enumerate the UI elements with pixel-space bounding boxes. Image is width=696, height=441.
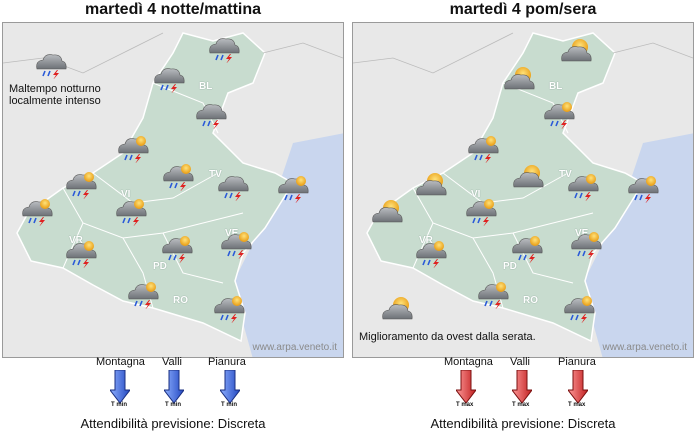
legend-valli: Valli [510,356,530,368]
sun-cloud-rain-lightning-icon [277,176,309,203]
legend-montagna: Montagna [444,356,493,368]
province-label: TV [209,169,222,180]
province-label: VR [419,235,433,246]
legend-montagna: Montagna [96,356,145,368]
sun-cloud-rain-lightning-icon [162,164,194,191]
tmin-label: T min [111,402,127,408]
province-label: VI [121,189,131,200]
sun-cloud-icon [416,172,447,196]
panel-title: martedì 4 pom/sera [449,1,597,18]
cloud-rain-lightning-icon [208,37,240,63]
tmin-label: T min [221,402,237,408]
province-label: RO [523,295,538,306]
temperature-down-arrow-icon [164,370,184,404]
province-label: RO [173,295,188,306]
sun-cloud-rain-lightning-icon [127,282,159,309]
weather-note: Miglioramento da ovest dalla serata. [359,331,536,343]
forecast-map: BL VI TV VR PD VE RO Maltempo notturno l… [2,22,344,358]
watermark: www.arpa.veneto.it [252,342,338,353]
sun-cloud-rain-icon [65,172,97,199]
cloud-rain-lightning-icon [153,67,185,93]
cloud-rain-lightning-icon [195,103,227,129]
panel-title: martedì 4 notte/mattina [84,1,262,18]
province-label: VE [225,228,239,239]
sun-cloud-rain-lightning-icon [563,296,595,323]
temperature-down-arrow-icon [110,370,130,404]
tmax-label: T max [568,402,586,408]
sun-cloud-icon [561,38,592,62]
sun-cloud-rain-lightning-icon [65,241,97,268]
province-label: BL [199,81,213,92]
province-label: VE [575,228,589,239]
sun-cloud-rain-icon [511,236,543,263]
sun-cloud-icon [513,164,544,188]
sun-cloud-icon [382,296,413,320]
sun-cloud-rain-icon [543,102,575,129]
tmax-label: T max [456,402,474,408]
temperature-down-arrow-icon [220,370,240,404]
temperature-down-arrow-icon [512,370,532,404]
province-label: VR [69,235,83,246]
sun-cloud-rain-icon [415,241,447,268]
sun-cloud-rain-icon [115,199,147,226]
weather-note: Maltempo notturno localmente intenso [9,83,101,107]
forecast-map: BL VI TV VR PD VE RO Miglioramento da ov… [352,22,694,358]
reliability-text: Attendibilità previsione: Discreta [80,416,266,431]
sun-cloud-rain-lightning-icon [213,296,245,323]
reliability-text: Attendibilità previsione: Discreta [430,416,616,431]
legend-valli: Valli [162,356,182,368]
sun-cloud-rain-lightning-icon [21,199,53,226]
sun-cloud-icon [372,199,403,223]
legend-pianura: Pianura [208,356,246,368]
cloud-rain-lightning-icon [217,175,249,201]
watermark: www.arpa.veneto.it [602,342,688,353]
sun-cloud-rain-icon [465,199,497,226]
cloud-rain-lightning-icon [35,53,67,79]
sun-cloud-rain-icon [570,232,602,259]
sun-cloud-icon [504,66,535,90]
province-label: BL [549,81,563,92]
sun-cloud-rain-icon [467,136,499,163]
sun-cloud-rain-lightning-icon [627,176,659,203]
sun-cloud-rain-lightning-icon [117,136,149,163]
tmin-label: T min [165,402,181,408]
sun-cloud-rain-lightning-icon [161,236,193,263]
tmax-label: T max [512,402,530,408]
province-label: TV [559,169,572,180]
temperature-down-arrow-icon [568,370,588,404]
sun-cloud-rain-lightning-icon [477,282,509,309]
province-label: PD [503,261,517,272]
province-label: VI [471,189,481,200]
sun-cloud-rain-lightning-icon [567,174,599,201]
province-label: PD [153,261,167,272]
forecast-panel-afternoon: martedì 4 pom/sera BL VI TV VR PD VE RO [352,0,694,441]
legend-pianura: Pianura [558,356,596,368]
sun-cloud-rain-lightning-icon [220,232,252,259]
temperature-down-arrow-icon [456,370,476,404]
forecast-panel-morning: martedì 4 notte/mattina BL VI TV VR PD V… [2,0,344,441]
